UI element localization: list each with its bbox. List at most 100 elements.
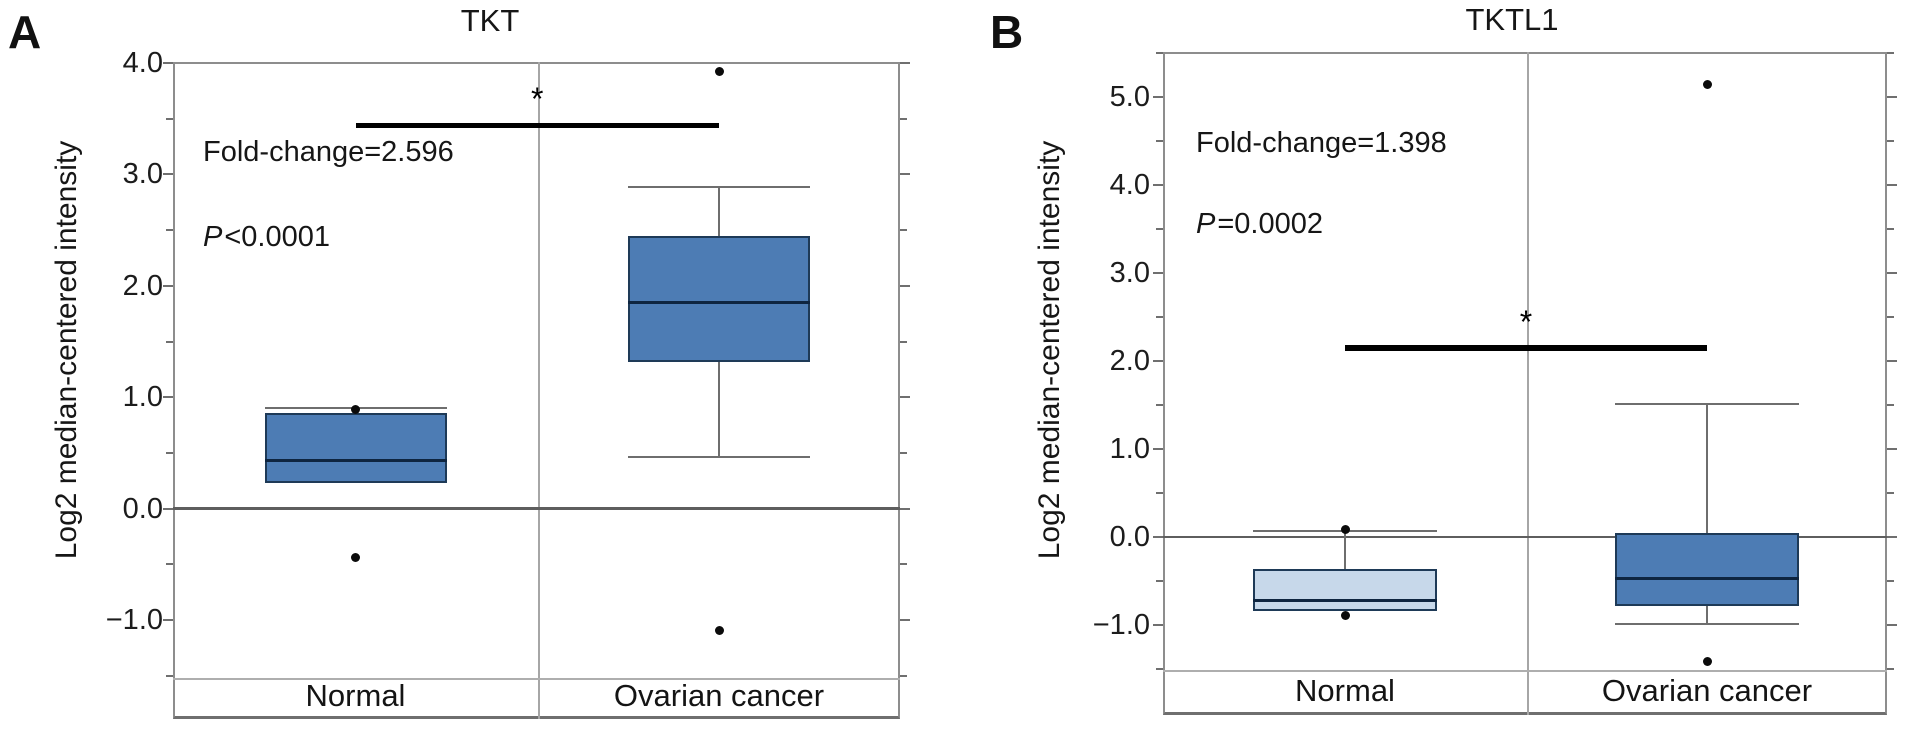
y-minor-tick-mark xyxy=(1887,580,1894,582)
y-minor-tick-mark xyxy=(900,340,907,343)
significance-bar xyxy=(1345,345,1707,351)
y-minor-tick-mark xyxy=(1156,492,1163,494)
y-tick-label: 4.0 xyxy=(122,47,163,79)
significance-bar xyxy=(355,122,719,129)
plot-frame xyxy=(173,62,900,719)
y-tick-mark xyxy=(163,62,173,64)
y-tick-label: 0.0 xyxy=(122,492,163,525)
y-minor-tick-mark xyxy=(166,674,173,677)
category-label: Ovarian cancer xyxy=(613,678,825,713)
outlier-dot xyxy=(714,67,724,77)
p-symbol: P xyxy=(203,221,223,253)
y-tick-mark xyxy=(1887,96,1897,98)
y-minor-tick-mark xyxy=(900,563,907,566)
panel-letter-b: B xyxy=(990,6,1024,58)
y-minor-tick-mark xyxy=(900,674,907,677)
y-minor-tick-mark xyxy=(1156,228,1163,230)
box-normal xyxy=(264,412,447,483)
y-tick-mark xyxy=(163,284,173,287)
outlier-dot xyxy=(714,625,724,635)
whisker-line xyxy=(1706,605,1708,625)
y-tick-mark xyxy=(900,173,910,176)
y-minor-tick-mark xyxy=(166,563,173,566)
y-tick-mark xyxy=(900,619,910,621)
whisker-line xyxy=(718,186,720,236)
y-minor-tick-mark xyxy=(1156,404,1163,406)
y-tick-mark xyxy=(1153,96,1163,98)
outlier-dot xyxy=(351,404,360,414)
y-minor-tick-mark xyxy=(900,451,907,454)
y-tick-mark xyxy=(1887,184,1897,186)
y-tick-label: 2.0 xyxy=(122,269,163,302)
zero-line xyxy=(173,507,900,510)
y-tick-label: 5.0 xyxy=(1109,81,1150,113)
y-minor-tick-mark xyxy=(1156,668,1163,670)
y-minor-tick-mark xyxy=(1887,492,1894,494)
whisker-cap xyxy=(1615,623,1799,626)
y-minor-tick-mark xyxy=(1887,140,1894,142)
p-value-text: =0.0002 xyxy=(1217,208,1323,240)
y-tick-mark xyxy=(1153,448,1163,450)
y-tick-mark xyxy=(163,507,173,510)
significance-asterisk: * xyxy=(1519,303,1533,340)
y-tick-mark xyxy=(1887,448,1897,450)
outlier-dot xyxy=(1340,525,1350,535)
y-tick-label: 2.0 xyxy=(1109,345,1150,377)
y-minor-tick-mark xyxy=(1887,404,1894,406)
plot-frame xyxy=(1163,52,1887,715)
y-minor-tick-mark xyxy=(900,229,907,232)
category-label: Normal xyxy=(305,678,406,713)
y-minor-tick-mark xyxy=(166,117,173,120)
zero-line xyxy=(1163,535,1887,539)
y-tick-mark xyxy=(1153,360,1163,362)
y-minor-tick-mark xyxy=(1156,580,1163,582)
box-ovarian-cancer xyxy=(628,235,810,362)
y-tick-label: 1.0 xyxy=(1109,433,1150,465)
y-minor-tick-mark xyxy=(1887,668,1894,670)
y-tick-mark xyxy=(1887,536,1897,538)
y-tick-mark xyxy=(1153,184,1163,186)
y-tick-label: −1.0 xyxy=(105,604,163,636)
y-tick-label: −1.0 xyxy=(1092,609,1150,641)
whisker-line xyxy=(718,361,720,458)
significance-asterisk: * xyxy=(531,81,544,118)
whisker-cap xyxy=(628,185,810,188)
category-strip-line xyxy=(1163,670,1887,672)
y-minor-tick-mark xyxy=(1887,52,1894,54)
y-tick-mark xyxy=(1887,360,1897,362)
y-tick-mark xyxy=(1887,272,1897,274)
panel-b-title: TKTL1 xyxy=(1465,2,1559,37)
y-tick-label: 4.0 xyxy=(1109,169,1150,201)
median-line xyxy=(1615,576,1799,581)
y-minor-tick-mark xyxy=(166,451,173,454)
y-tick-label: 3.0 xyxy=(122,158,163,191)
y-minor-tick-mark xyxy=(1156,316,1163,318)
column-divider xyxy=(1527,52,1529,715)
outlier-dot xyxy=(1702,657,1712,667)
whisker-line xyxy=(1344,530,1346,569)
y-tick-mark xyxy=(900,62,910,64)
median-line xyxy=(264,458,447,463)
y-minor-tick-mark xyxy=(166,340,173,343)
p-symbol: P xyxy=(1196,208,1216,240)
whisker-cap xyxy=(1615,403,1799,406)
y-minor-tick-mark xyxy=(1887,316,1894,318)
p-value-text: <0.0001 xyxy=(224,221,330,253)
outlier-dot xyxy=(351,553,360,563)
y-minor-tick-mark xyxy=(1887,228,1894,230)
y-tick-mark xyxy=(900,396,910,399)
category-label: Normal xyxy=(1295,673,1395,708)
y-tick-label: 0.0 xyxy=(1109,521,1150,553)
category-label: Ovarian cancer xyxy=(1601,673,1813,708)
whisker-line xyxy=(1706,404,1708,534)
y-tick-label: 3.0 xyxy=(1109,257,1150,289)
column-divider xyxy=(538,62,540,719)
panel-b-fold-change-annotation: Fold-change=1.398 xyxy=(1196,127,1447,159)
y-tick-label: 1.0 xyxy=(122,381,163,414)
y-tick-mark xyxy=(1153,624,1163,626)
panel-a-fold-change-annotation: Fold-change=2.596 xyxy=(203,136,454,168)
y-tick-mark xyxy=(163,396,173,399)
